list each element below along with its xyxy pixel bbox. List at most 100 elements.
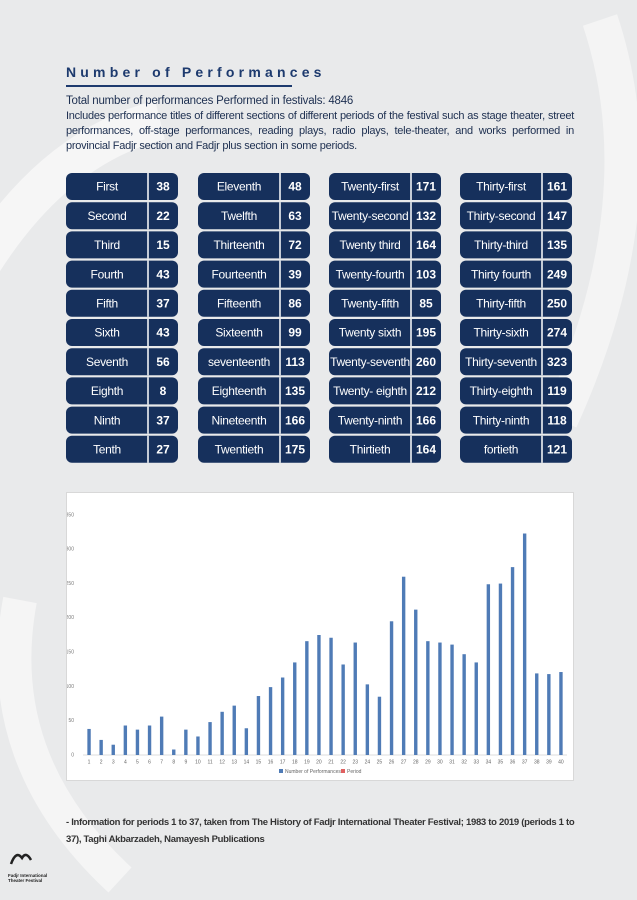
logo: Fadjr International Theater Festival [8,848,48,883]
x-tick-label: 9 [184,759,187,765]
x-tick-label: 4 [124,759,127,765]
period-value: 161 [547,180,567,194]
period-grid: First 38 Second 22 Third 15 Fourth 43 Fifth 37 Six… [66,173,572,463]
y-tick-label: 350 [67,512,74,518]
period-name: Tenth [93,442,121,456]
period-name: Thirty-sixth [473,326,528,340]
period-name: Twenty-fifth [341,296,399,310]
period-value: 8 [160,384,167,398]
bar [280,677,285,755]
period-name: Twenty-fourth [336,267,405,281]
bar [559,672,563,755]
x-tick-label: 8 [172,759,175,765]
period-name: Nineteenth [211,413,266,427]
x-tick-label: 16 [268,759,274,765]
pill [198,377,310,405]
pill [329,260,441,288]
pill [198,260,310,288]
x-tick-label: 37 [522,759,528,765]
x-tick-label: 5 [136,759,139,765]
pill [460,289,572,317]
bar [208,722,212,755]
logo-text: Theater Festival [8,878,43,883]
x-tick-label: 22 [340,759,346,765]
pill [198,319,310,346]
period-name: Eighth [91,384,123,398]
x-tick-label: 35 [498,759,504,765]
period-value: 85 [419,296,433,310]
period-name: Ninth [94,413,121,427]
period-name: Fifth [96,296,118,310]
pill [460,202,572,230]
legend-label: Period [347,769,362,775]
y-tick-label: 300 [67,547,74,553]
period-value: 171 [416,180,436,194]
x-tick-label: 33 [473,759,479,765]
x-tick-label: 19 [304,759,310,765]
bar [377,696,382,755]
period-value: 212 [416,384,436,398]
period-value: 260 [416,355,436,369]
period-name: Thirty-fifth [476,296,526,310]
bar [244,728,249,755]
period-name: Thirty-second [467,209,536,223]
x-tick-label: 6 [148,759,151,765]
pill [198,231,310,259]
pill [66,260,178,288]
period-name: Twenty third [339,238,400,252]
x-tick-label: 32 [461,759,467,765]
pill [66,202,178,230]
bar [172,749,176,755]
period-value: 118 [547,413,567,427]
bar [184,729,188,755]
period-value: 43 [156,267,170,281]
subtitle: Total number of performances Performed i… [66,95,354,107]
pill [66,406,178,434]
description: Includes performance titles of different… [66,110,574,152]
logo-text: Fadjr International [8,873,48,878]
period-name: Second [88,209,127,223]
legend-swatch [279,769,283,773]
period-name: Twenty-seventh [330,355,410,369]
pill [460,348,572,376]
chart-box: 0 50 100 150 200 250 300 350 1 2 3 4 5 6 7 8 9 10 11 12 13 14… [66,492,574,781]
period-name: Thirty-ninth [473,413,529,427]
period-value: 250 [547,296,567,310]
title-rule [66,85,292,87]
period-value: 103 [416,267,436,281]
bar [111,744,115,755]
bar [414,609,418,755]
y-tick-label: 100 [67,684,74,690]
x-tick-label: 12 [219,759,225,765]
period-value: 37 [156,296,170,310]
pill [460,173,572,200]
bar [123,725,128,755]
x-tick-label: 2 [100,759,103,765]
period-name: Twenty-ninth [338,413,402,427]
pill [329,231,441,259]
pill [198,435,310,463]
pill [198,202,310,230]
pill [460,377,572,405]
x-tick-label: 11 [207,759,212,765]
pill [198,348,310,376]
period-name: fortieth [484,442,518,456]
x-tick-label: 3 [112,759,115,765]
period-value: 119 [547,384,567,398]
period-value: 22 [156,209,170,223]
period-name: Twentieth [215,442,264,456]
x-tick-label: 20 [316,759,322,765]
pill [198,289,310,317]
bar [196,736,200,755]
period-value: 99 [288,326,302,340]
pill [460,319,572,346]
period-value: 132 [416,209,436,223]
period-name: Sixth [94,326,119,340]
bar [522,533,527,755]
x-tick-label: 39 [546,759,552,765]
period-name: Fourth [91,267,124,281]
bar [401,576,406,755]
